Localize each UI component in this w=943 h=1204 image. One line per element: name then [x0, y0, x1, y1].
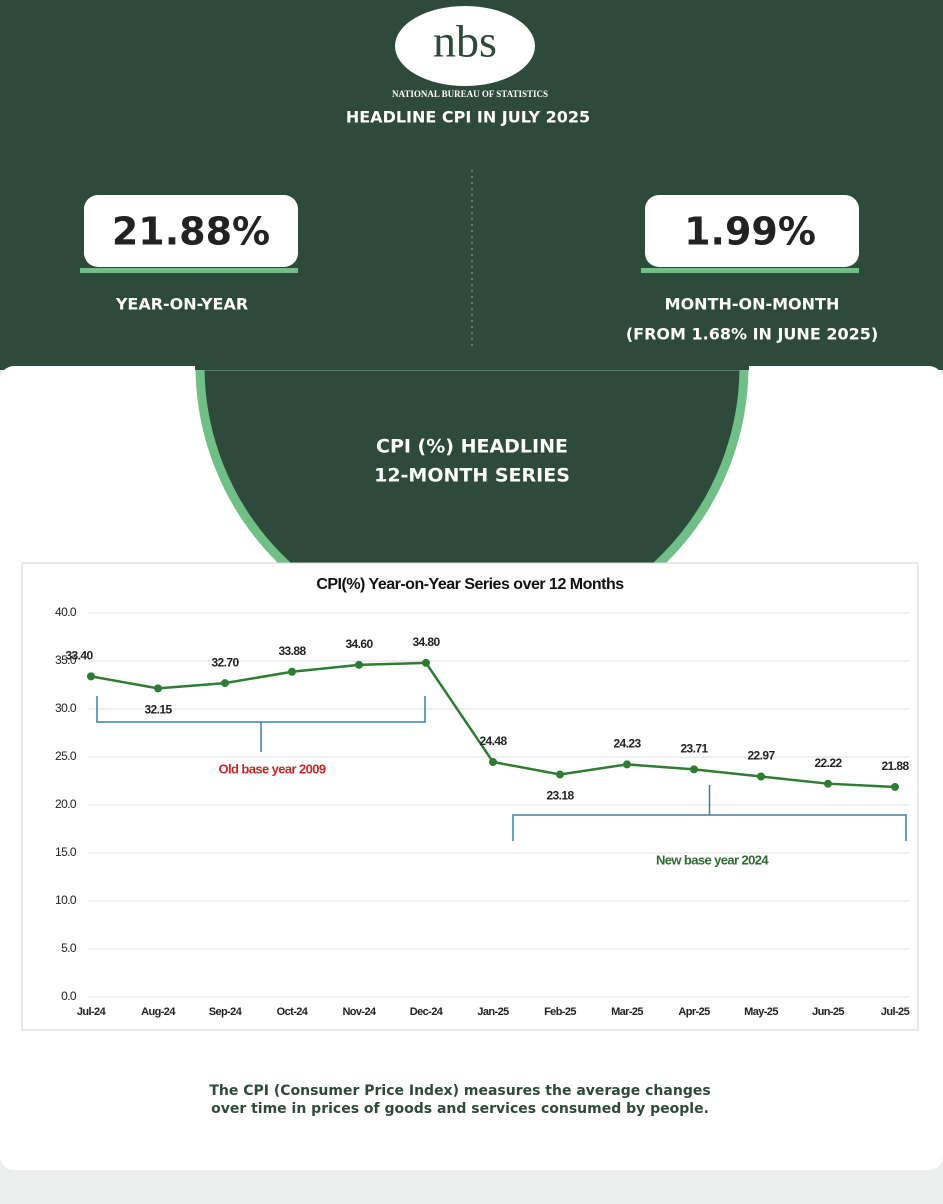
value-label: 24.48	[479, 734, 507, 748]
point	[154, 684, 162, 693]
semicircle-top	[195, 360, 749, 370]
x-tick-label: Jun-25	[812, 1006, 844, 1018]
x-tick-label: Aug-24	[141, 1006, 176, 1018]
y-tick-label: 30.0	[55, 701, 77, 715]
mom-box	[645, 195, 859, 267]
value-label: 34.60	[345, 637, 373, 651]
footer: over time in prices of goods and service…	[211, 1101, 709, 1117]
x-tick-label: May-25	[744, 1006, 778, 1018]
value-label: 33.40	[65, 649, 93, 663]
y-tick-label: 20.0	[55, 797, 77, 811]
x-tick-label: Nov-24	[342, 1006, 377, 1018]
y-tick-label: 10.0	[55, 893, 77, 907]
title: HEADLINE CPI IN JULY 2025	[346, 108, 590, 127]
annotation: Old base year 2009	[219, 761, 326, 776]
x-tick-label: Apr-25	[678, 1006, 710, 1018]
mom-note: (FROM 1.68% IN JUNE 2025)	[626, 325, 878, 344]
point	[824, 779, 832, 788]
value-label: 22.97	[747, 749, 775, 763]
yoy-underline	[80, 268, 298, 273]
x-tick-label: Oct-24	[277, 1006, 309, 1018]
value-label: 24.23	[613, 737, 641, 751]
point	[757, 772, 765, 781]
point	[623, 760, 631, 769]
footer: The CPI (Consumer Price Index) measures …	[209, 1083, 710, 1099]
value-label: 32.70	[211, 655, 239, 669]
chart-frame	[21, 562, 919, 1031]
value-label: 22.22	[814, 756, 842, 770]
mom-label: MONTH-ON-MONTH	[665, 295, 840, 314]
x-tick-label: Jul-24	[77, 1006, 107, 1018]
point	[288, 667, 296, 676]
bracket	[96, 696, 426, 752]
point	[355, 660, 363, 669]
mom-value: 1.99%	[684, 210, 816, 254]
x-tick-label: Sep-24	[209, 1006, 243, 1018]
y-tick-label: 25.0	[55, 749, 77, 763]
y-tick-label: 5.0	[61, 941, 77, 955]
series-title: CPI (%) HEADLINE	[376, 436, 568, 458]
yoy-label: YEAR-ON-YEAR	[115, 295, 248, 314]
y-tick-label: 35.0	[55, 653, 77, 667]
mom-underline	[641, 268, 859, 273]
x-tick-label: Mar-25	[611, 1006, 643, 1018]
y-tick-label: 15.0	[55, 845, 77, 859]
value-label: 34.80	[412, 635, 440, 649]
point	[489, 757, 497, 766]
x-tick-label: Jan-25	[477, 1006, 509, 1018]
value-label: 23.18	[546, 789, 574, 803]
point	[87, 672, 95, 681]
x-tick-label: Feb-25	[544, 1006, 576, 1018]
x-tick-label: Jul-25	[881, 1006, 910, 1018]
value-label: 32.15	[144, 703, 172, 717]
y-tick-label: 40.0	[55, 605, 77, 619]
yoy-value: 21.88%	[112, 210, 270, 254]
series-title: 12-MONTH SERIES	[374, 465, 570, 487]
yoy-box	[84, 195, 298, 267]
value-label: 23.71	[680, 742, 708, 756]
x-tick-label: Dec-24	[410, 1006, 444, 1018]
value-label: 21.88	[881, 759, 909, 773]
logo-text: nbs	[433, 16, 497, 67]
point	[422, 658, 430, 667]
y-tick-label: 0.0	[61, 989, 77, 1003]
bracket	[512, 785, 907, 841]
point	[690, 765, 698, 774]
point	[556, 770, 564, 779]
chart-title: CPI(%) Year-on-Year Series over 12 Month…	[316, 576, 624, 593]
point	[891, 782, 899, 791]
logo	[395, 6, 535, 86]
point	[221, 679, 229, 688]
value-label: 33.88	[278, 644, 306, 658]
org: NATIONAL BUREAU OF STATISTICS	[392, 89, 548, 99]
annotation: New base year 2024	[656, 852, 769, 867]
